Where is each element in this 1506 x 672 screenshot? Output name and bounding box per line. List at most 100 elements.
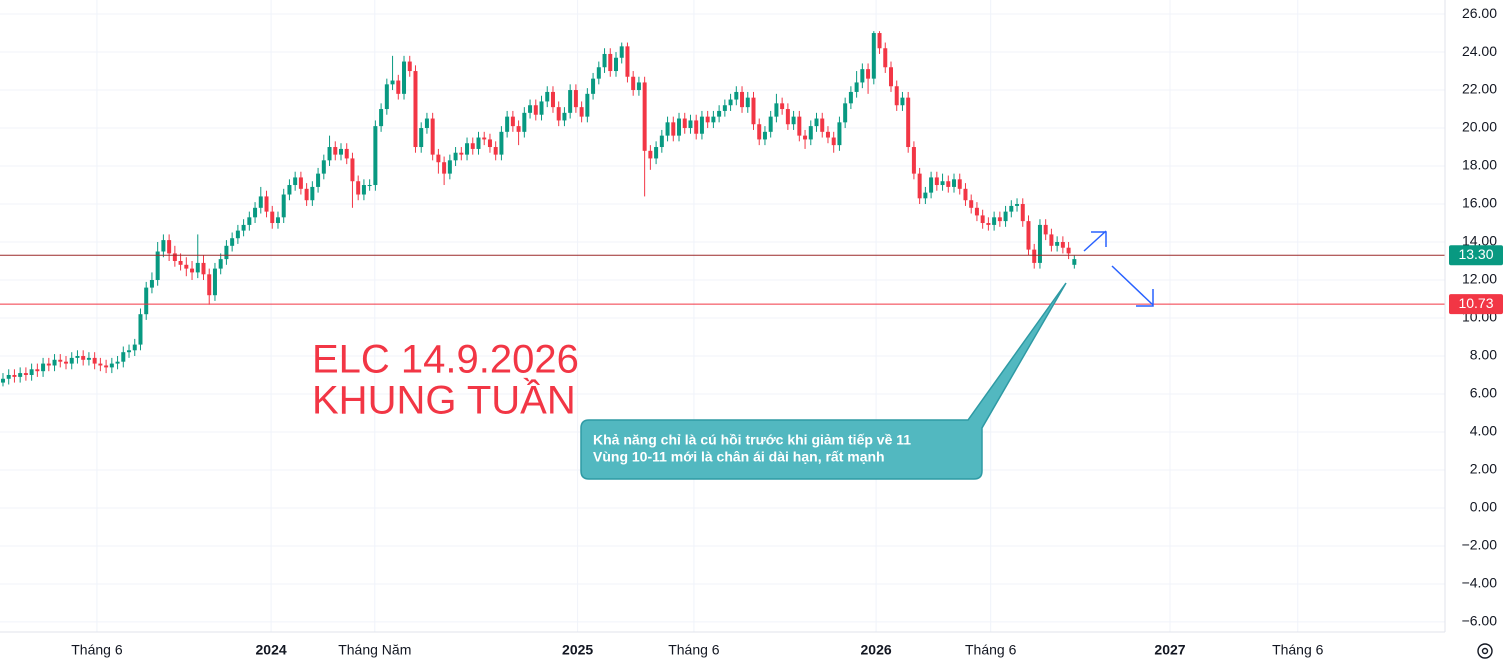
candle-body [717,110,722,117]
candle-body [413,71,418,148]
candle-body [241,224,246,231]
y-tick-label: 2.00 [1470,461,1497,477]
candle-body [127,350,132,353]
candle-body [350,158,355,182]
y-tick-label: −2.00 [1462,537,1498,553]
candle-body [287,185,292,195]
price-label: 13.30 [1458,246,1493,262]
candle-body [923,192,928,199]
candle-body [104,365,109,368]
callout-box [580,282,1067,480]
candle-body [596,67,601,79]
candle-body [75,355,80,358]
candle-body [768,116,773,132]
candle-body [69,357,74,364]
candle-body [785,109,790,125]
candle-body [751,97,756,125]
arrow-down [1111,265,1154,307]
candle-body [682,118,687,129]
candle-body [888,67,893,87]
candle-body [602,53,607,68]
candle-body [465,143,470,155]
chart-title: ELC 14.9.2026 [312,338,579,382]
candle-body [121,352,126,362]
candle-body [677,118,682,136]
candle-body [510,116,515,127]
candle-body [929,177,934,193]
candle-body [917,173,922,199]
candle-body [613,57,618,72]
candle-body [275,217,280,224]
candle-body [470,143,475,149]
candle-body [12,374,17,377]
candle-body [550,91,555,108]
candle-body [591,78,596,94]
candle-body [505,116,510,132]
candle-body [144,287,149,315]
candle-body [957,179,962,189]
candle-body [201,262,206,275]
x-tick-label: Tháng 6 [1272,642,1324,658]
candle-body [402,61,407,94]
candle-body [568,90,573,113]
candle-body [860,69,865,83]
price-label-box [1449,294,1503,315]
candle-body [453,152,458,161]
candle-body [487,139,492,148]
candle-body [218,259,223,269]
candle-body [424,118,429,129]
candle-body [258,196,263,208]
candle-body [866,69,871,79]
candle-body [98,363,103,366]
y-tick-label: 16.00 [1462,195,1497,211]
candle-body [356,181,361,195]
candle-body [854,82,859,92]
candle-body [803,135,808,140]
candle-body [539,101,544,115]
candle-body [1072,259,1077,265]
candle-body [1066,247,1071,254]
candle-body [304,188,309,201]
candle-body [367,185,372,187]
candle-body [940,181,945,186]
candle-body [58,359,63,362]
candle-body [636,82,641,91]
grid [0,0,1445,632]
candle-body [270,211,275,224]
x-tick-label: Tháng Năm [338,642,411,658]
candle-body [825,131,830,138]
candle-body [344,148,349,159]
candle-body [625,46,630,77]
candle-body [545,91,550,102]
candle-body [172,253,177,262]
candle-body [911,147,916,174]
candle-body [63,361,68,364]
candle-body [190,268,195,273]
candle-body [92,357,97,364]
candle-body [212,268,217,296]
candle-body [848,91,853,104]
y-tick-label: 14.00 [1462,233,1497,249]
y-tick-label: 4.00 [1470,423,1497,439]
price-label-box [1449,245,1503,266]
x-tick-label: Tháng 6 [668,642,720,658]
candle-body [665,122,670,136]
candle-body [138,314,143,345]
candle-body [820,118,825,132]
candle-body [952,179,957,187]
candle-body [608,53,613,72]
candle-body [705,116,710,123]
candle-body [1032,249,1037,263]
candle-body [894,86,899,106]
candle-body [373,126,378,186]
x-tick-label: 2024 [256,642,287,658]
settings-icon[interactable] [1477,643,1493,659]
candle-body [86,357,91,360]
y-tick-label: −4.00 [1462,575,1498,591]
candle-body [390,80,395,85]
candle-body [631,76,636,91]
y-tick-label: 6.00 [1470,385,1497,401]
candle-body [247,217,252,225]
candle-body [1026,221,1031,250]
candle-body [997,217,1002,222]
